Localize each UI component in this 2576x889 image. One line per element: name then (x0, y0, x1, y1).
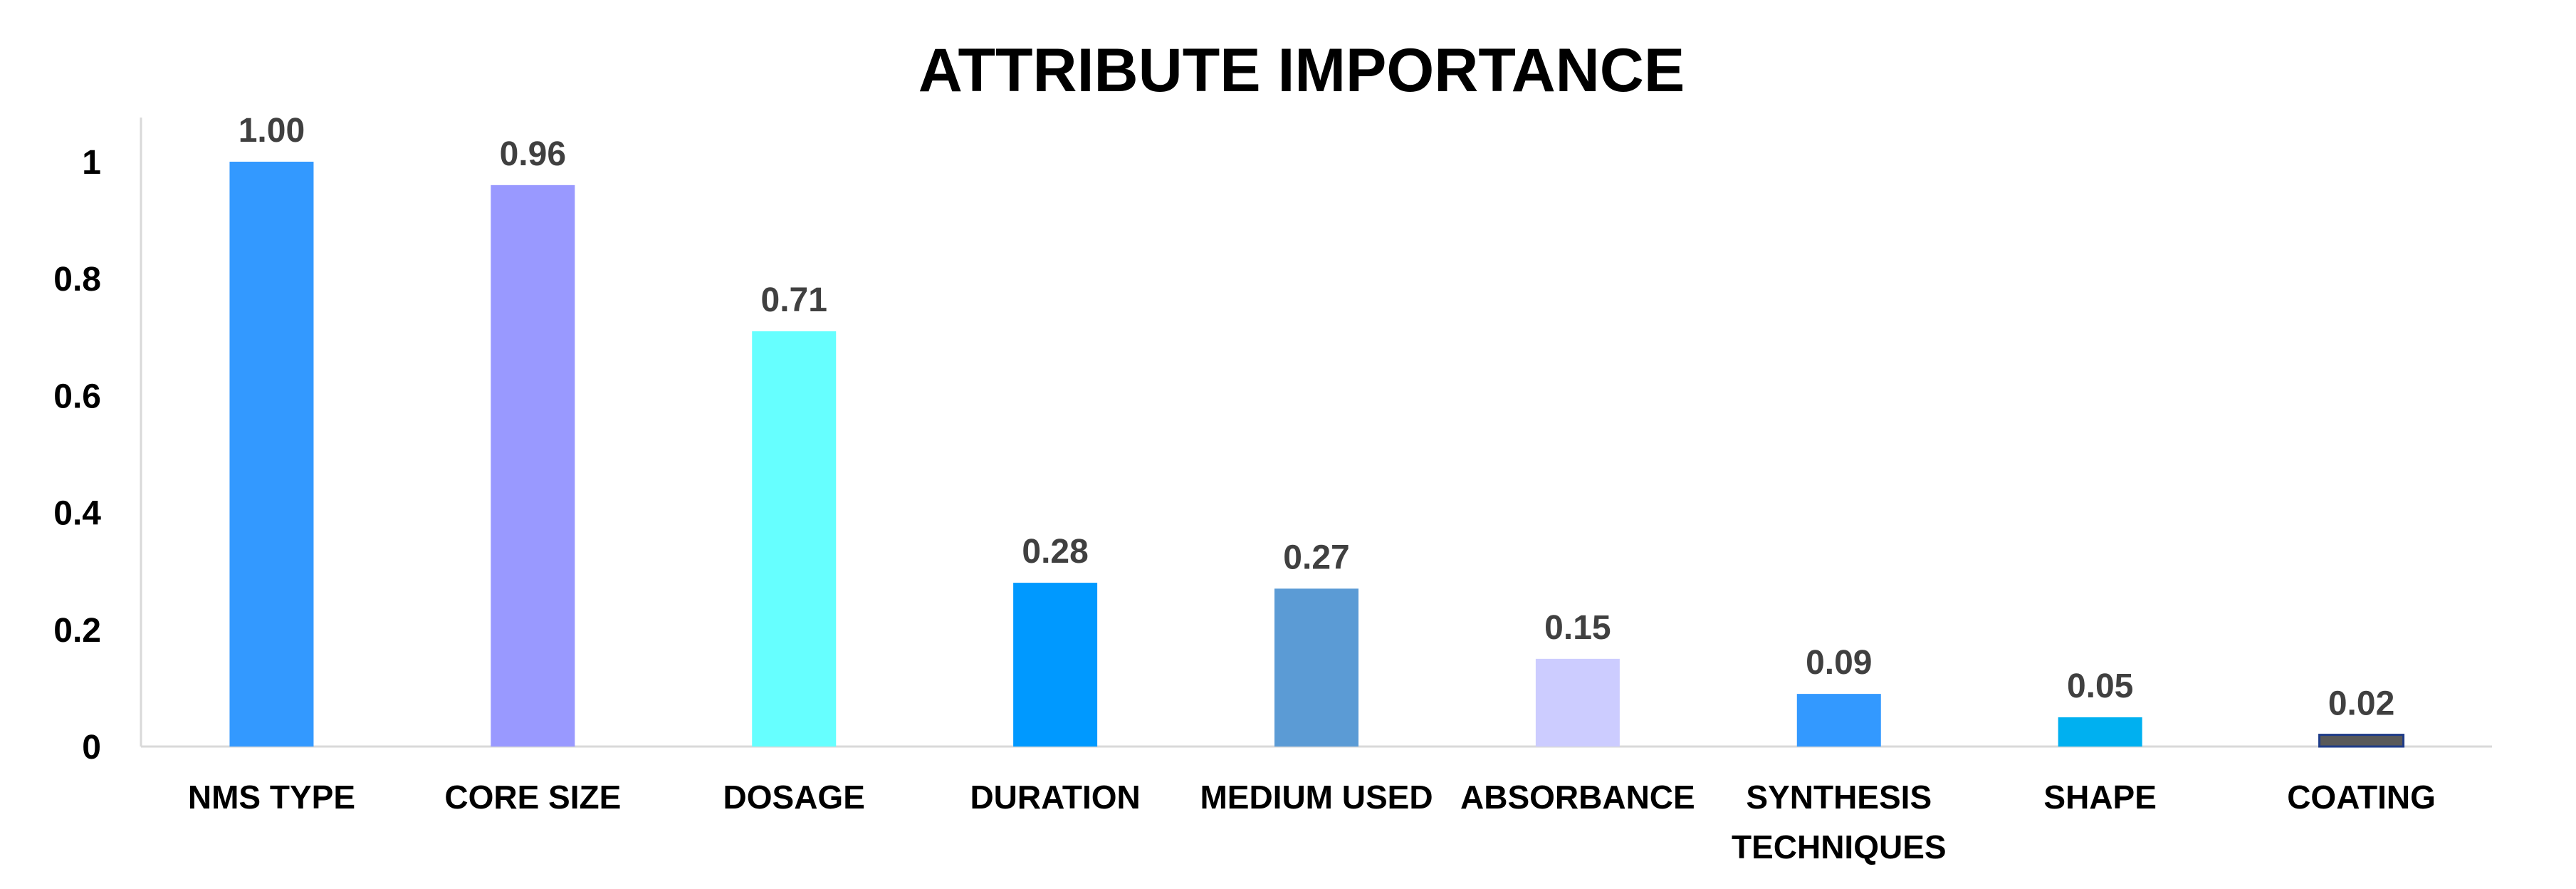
y-tick-label: 0.2 (53, 612, 101, 650)
data-label: 0.28 (1022, 533, 1088, 571)
x-tick-label-line: COATING (2287, 779, 2436, 816)
x-tick-label-line: MEDIUM USED (1200, 779, 1433, 816)
data-label: 0.09 (1806, 644, 1872, 682)
bar (491, 184, 575, 747)
data-label: 0.02 (2328, 685, 2394, 723)
x-tick-label-line: DOSAGE (723, 779, 865, 816)
x-tick-label-line: ABSORBANCE (1460, 779, 1695, 816)
bar (1535, 658, 1620, 747)
x-tick-label: DOSAGE (723, 779, 865, 816)
data-label: 0.27 (1283, 539, 1349, 576)
chart-title: ATTRIBUTE IMPORTANCE (918, 36, 1685, 105)
x-tick-label: CORE SIZE (444, 779, 621, 816)
x-tick-label-line: SYNTHESIS (1746, 779, 1932, 816)
x-tick-label: NMS TYPE (188, 779, 355, 816)
x-tick-label-line: NMS TYPE (188, 779, 355, 816)
x-tick-label: ABSORBANCE (1460, 779, 1695, 816)
bar (752, 331, 837, 747)
data-labels: 1.00 0.96 0.71 0.28 0.27 0.15 0.09 0.05 0.02 (239, 112, 2395, 723)
bars (229, 162, 2405, 748)
bar (229, 162, 314, 747)
y-tick-label: 0 (82, 729, 101, 766)
x-tick-label-line: CORE SIZE (444, 779, 621, 816)
y-tick-label: 0.8 (53, 261, 101, 298)
data-label: 1.00 (239, 112, 305, 150)
x-tick-label: SYNTHESIS TECHNIQUES (1732, 779, 1947, 865)
x-tick-label-line: DURATION (970, 779, 1140, 816)
bar (2058, 717, 2142, 747)
x-tick-label: MEDIUM USED (1200, 779, 1433, 816)
y-tick-label: 0.4 (53, 495, 101, 533)
bar (1013, 583, 1098, 747)
data-label: 0.15 (1544, 609, 1611, 647)
data-label: 0.96 (500, 135, 566, 173)
bar (1274, 588, 1358, 747)
x-tick-label: SHAPE (2043, 779, 2156, 816)
x-tick-labels: NMS TYPE CORE SIZE DOSAGE DURATION MEDIUM US… (188, 779, 2436, 865)
bar (1796, 694, 1881, 747)
y-tick-labels: 0 0.2 0.4 0.6 0.8 1 (53, 144, 101, 766)
x-tick-label: COATING (2287, 779, 2436, 816)
x-tick-label-line: TECHNIQUES (1732, 828, 1947, 865)
y-tick-label: 1 (82, 144, 101, 182)
bar (2318, 734, 2405, 748)
data-label: 0.71 (761, 281, 827, 319)
y-tick-label: 0.6 (53, 378, 101, 415)
data-label: 0.05 (2067, 667, 2133, 705)
x-tick-label: DURATION (970, 779, 1140, 816)
x-tick-label-line: SHAPE (2043, 779, 2156, 816)
